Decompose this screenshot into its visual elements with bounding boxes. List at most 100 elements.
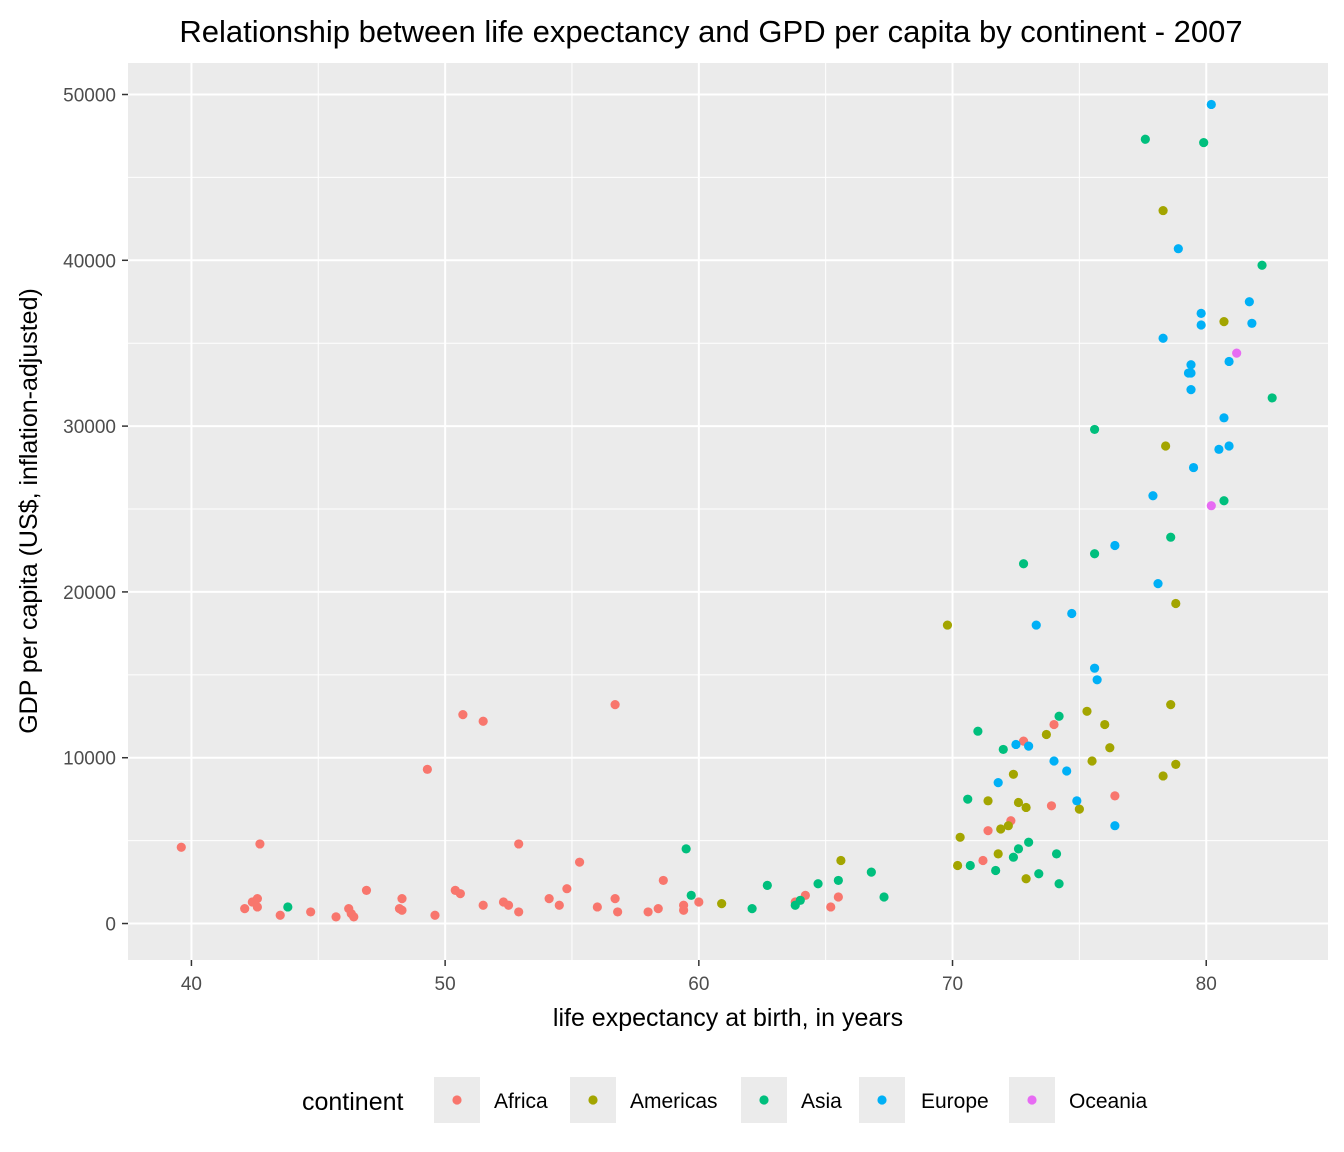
data-point-africa — [478, 900, 488, 910]
data-point-americas — [952, 860, 963, 871]
legend-swatch-africa — [452, 1095, 462, 1105]
data-point-asia — [1267, 393, 1277, 403]
data-point-africa — [833, 892, 843, 902]
legend-swatch-americas — [588, 1095, 598, 1105]
data-point-africa — [554, 900, 564, 910]
data-point-asia — [813, 879, 823, 889]
data-point-europe — [1224, 441, 1234, 451]
y-tick-label: 20000 — [63, 583, 116, 604]
y-axis-ticks: 0 10000 20000 30000 40000 50000 — [63, 86, 128, 936]
data-point-asia — [1219, 496, 1229, 506]
legend-label-europe: Europe — [921, 1090, 989, 1113]
data-point-americas — [1161, 441, 1171, 451]
data-point-asia — [1140, 134, 1150, 144]
data-point-asia — [1018, 559, 1029, 569]
major-gridlines — [128, 63, 1328, 960]
data-point-asia — [1089, 549, 1100, 559]
data-point-americas — [1171, 759, 1181, 769]
data-point-europe — [993, 777, 1003, 788]
data-point-americas — [993, 849, 1003, 859]
data-point-europe — [1158, 333, 1168, 343]
data-point-europe — [1110, 540, 1120, 551]
data-point-europe — [1024, 741, 1034, 751]
data-points — [176, 99, 1277, 922]
data-point-asia — [686, 890, 696, 900]
data-point-africa — [430, 910, 440, 920]
data-point-africa — [349, 912, 359, 922]
data-point-asia — [1051, 849, 1062, 859]
data-point-africa — [275, 910, 285, 920]
data-point-africa — [574, 857, 585, 867]
data-point-europe — [1031, 620, 1041, 630]
data-point-africa — [361, 885, 372, 895]
data-point-africa — [826, 902, 836, 912]
data-point-americas — [1041, 729, 1051, 740]
data-point-europe — [1186, 360, 1196, 370]
data-point-europe — [1206, 99, 1216, 110]
data-point-americas — [1171, 598, 1181, 609]
data-point-europe — [1186, 368, 1196, 378]
data-point-asia — [965, 860, 975, 871]
data-point-americas — [1087, 756, 1097, 766]
data-point-africa — [176, 842, 186, 852]
data-point-americas — [983, 796, 993, 806]
data-point-americas — [942, 620, 953, 630]
data-point-europe — [1110, 821, 1120, 831]
data-point-americas — [1021, 802, 1031, 813]
data-point-americas — [1158, 771, 1168, 781]
data-point-asia — [1257, 260, 1267, 270]
data-point-asia — [963, 794, 973, 804]
data-point-africa — [455, 889, 465, 899]
data-point-asia — [795, 895, 805, 905]
data-point-americas — [1021, 874, 1031, 884]
data-point-africa — [331, 912, 341, 922]
legend-title: continent — [302, 1088, 404, 1116]
data-point-europe — [1244, 297, 1254, 307]
data-point-asia — [833, 875, 843, 886]
data-point-asia — [1013, 844, 1024, 854]
data-point-africa — [653, 904, 663, 914]
legend-label-oceania: Oceania — [1069, 1090, 1148, 1113]
y-tick-label: 30000 — [63, 417, 116, 438]
data-point-africa — [306, 907, 316, 917]
data-point-africa — [397, 905, 407, 915]
y-tick-label: 10000 — [63, 749, 116, 770]
data-point-europe — [1049, 756, 1059, 766]
data-point-europe — [1247, 318, 1257, 328]
data-point-americas — [1166, 700, 1176, 710]
data-point-europe — [1219, 413, 1229, 423]
data-point-europe — [1173, 244, 1183, 254]
data-point-asia — [998, 744, 1008, 755]
data-point-africa — [1046, 801, 1057, 811]
data-point-asia — [1008, 852, 1019, 862]
data-point-africa — [544, 894, 554, 904]
data-point-africa — [514, 907, 524, 917]
data-point-americas — [717, 899, 727, 909]
data-point-asia — [879, 892, 889, 902]
data-point-africa — [503, 900, 514, 910]
x-axis-ticks: 40 50 60 70 80 — [181, 960, 1217, 995]
legend-label-americas: Americas — [630, 1090, 718, 1113]
data-point-africa — [643, 907, 653, 917]
data-point-asia — [681, 844, 691, 854]
data-point-europe — [1062, 766, 1072, 776]
data-point-asia — [747, 904, 757, 914]
data-point-africa — [613, 907, 623, 917]
data-point-asia — [1166, 532, 1176, 542]
data-point-africa — [514, 839, 524, 849]
data-point-americas — [1074, 804, 1084, 814]
data-point-americas — [836, 855, 846, 866]
data-point-americas — [1158, 205, 1168, 216]
data-point-europe — [1196, 308, 1206, 318]
data-point-americas — [955, 832, 965, 842]
data-point-americas — [1100, 719, 1110, 730]
data-point-asia — [866, 867, 876, 877]
data-point-africa — [458, 710, 468, 720]
data-point-asia — [283, 902, 293, 912]
data-point-europe — [1011, 739, 1021, 750]
data-point-asia — [1054, 711, 1064, 721]
legend-swatch-asia — [759, 1095, 769, 1105]
x-tick-label: 50 — [435, 974, 456, 995]
x-tick-label: 40 — [181, 974, 202, 995]
data-point-asia — [1054, 879, 1064, 889]
